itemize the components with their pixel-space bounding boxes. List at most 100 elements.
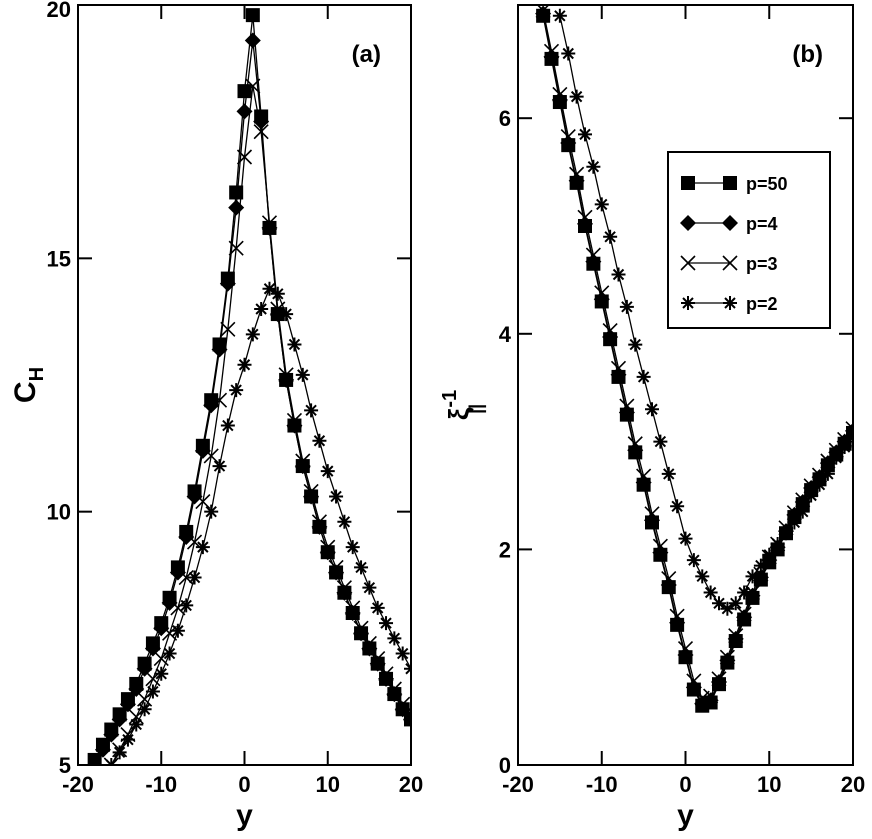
data-point <box>270 286 285 301</box>
data-point <box>237 357 252 372</box>
data-point <box>695 569 710 584</box>
data-point <box>619 398 635 414</box>
data-point <box>569 166 585 182</box>
data-point <box>812 477 827 492</box>
data-point <box>345 540 360 555</box>
y-label-main: ξ <box>443 407 474 420</box>
y-label-sup: -1 <box>439 390 461 408</box>
data-point <box>286 412 303 429</box>
data-point <box>804 488 819 503</box>
data-point <box>619 299 634 314</box>
data-point <box>320 539 336 555</box>
legend-marker <box>723 176 737 190</box>
data-point <box>644 512 660 529</box>
data-point <box>261 215 278 231</box>
data-point <box>594 285 610 301</box>
data-point <box>602 329 619 346</box>
data-point <box>245 327 260 342</box>
plot-area <box>87 8 411 765</box>
data-point <box>727 630 744 647</box>
data-point <box>677 647 694 664</box>
data-point <box>278 367 294 383</box>
data-point <box>678 531 693 546</box>
data-point <box>395 696 411 712</box>
data-point <box>378 666 394 682</box>
x-tick-label: 0 <box>238 772 250 797</box>
data-point <box>677 641 694 657</box>
data-point <box>787 515 802 530</box>
data-point <box>345 600 361 616</box>
legend-label: p=3 <box>746 254 778 274</box>
data-point <box>568 172 585 189</box>
data-point <box>179 598 194 613</box>
legend-marker <box>723 296 737 310</box>
data-point <box>120 732 135 747</box>
data-point <box>195 540 210 555</box>
data-point <box>602 322 618 339</box>
data-point <box>253 113 270 130</box>
data-point <box>245 8 260 23</box>
data-point <box>353 625 370 642</box>
data-point <box>837 439 852 454</box>
data-point <box>162 625 178 641</box>
legend-label: p=2 <box>746 294 778 314</box>
data-point <box>593 291 610 308</box>
data-point <box>386 681 402 697</box>
x-tick-label: 20 <box>841 772 865 797</box>
data-point <box>236 149 253 165</box>
data-point <box>154 666 169 681</box>
data-point <box>361 635 377 651</box>
data-point <box>719 649 735 665</box>
data-point <box>194 442 211 459</box>
y-tick-label: 0 <box>499 753 511 778</box>
data-point <box>711 671 727 687</box>
data-point <box>220 321 236 337</box>
series-line <box>542 13 853 705</box>
data-point <box>627 442 644 459</box>
data-point <box>770 537 785 552</box>
data-point <box>736 606 752 622</box>
data-point <box>753 558 768 573</box>
legend-marker <box>681 176 695 190</box>
data-point <box>279 307 294 322</box>
data-point <box>379 616 394 631</box>
y-tick-label: 4 <box>499 322 512 347</box>
data-point <box>653 434 668 449</box>
data-point <box>212 459 227 474</box>
data-point <box>111 711 128 728</box>
data-point <box>287 337 302 352</box>
data-point <box>720 601 735 616</box>
data-point <box>661 466 676 481</box>
data-point <box>253 124 269 140</box>
data-point <box>103 726 120 743</box>
data-point <box>286 417 303 434</box>
data-point <box>170 600 186 616</box>
data-point <box>204 504 219 519</box>
data-point <box>669 608 685 624</box>
data-point <box>728 628 744 644</box>
data-point <box>561 46 576 61</box>
data-point <box>353 620 369 636</box>
data-point <box>228 199 245 216</box>
data-point <box>312 433 327 448</box>
data-point <box>845 421 853 437</box>
y-tick-label: 20 <box>47 0 71 22</box>
data-point <box>712 596 726 611</box>
y-axis-label: CH <box>9 367 48 403</box>
data-point <box>236 103 253 120</box>
data-point <box>87 752 102 765</box>
data-point <box>220 418 235 433</box>
data-point <box>829 450 844 465</box>
data-point <box>295 367 310 382</box>
data-point <box>128 681 145 697</box>
data-point <box>686 553 701 568</box>
data-point <box>779 526 793 541</box>
data-point <box>229 185 244 200</box>
data-point <box>618 404 635 421</box>
y-tick-label: 2 <box>499 537 511 562</box>
data-point <box>186 488 203 505</box>
data-point <box>736 609 753 626</box>
data-point <box>370 600 385 615</box>
data-point <box>211 392 228 408</box>
y-tick-label: 5 <box>59 753 71 778</box>
